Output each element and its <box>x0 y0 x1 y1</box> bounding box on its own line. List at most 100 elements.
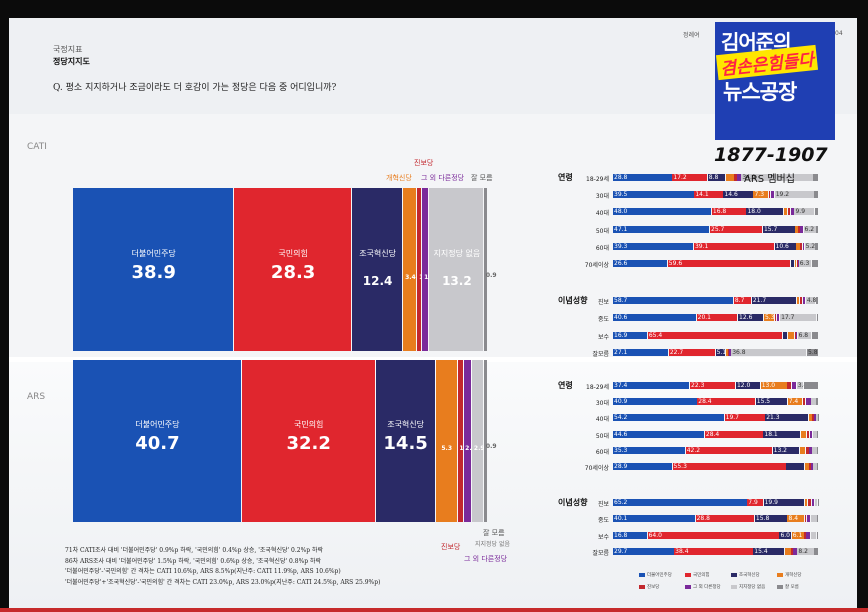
mini-segment-dontknow <box>816 531 819 539</box>
mini-segment-rebuilding <box>762 225 795 233</box>
mini-value: 15.8 <box>755 515 770 523</box>
mini-segment-none <box>780 314 816 322</box>
legend-swatch <box>777 572 783 577</box>
mini-segment-reform <box>763 314 775 322</box>
mini-segment-democratic <box>613 430 705 438</box>
segment-name-democratic: 더불어민주당 <box>131 248 176 258</box>
mini-value: 36.8 <box>732 348 746 356</box>
mini-segment-reform <box>760 382 787 389</box>
mini-value: 7.3 <box>754 191 765 199</box>
legend-swatch <box>639 584 645 589</box>
mini-segment-reform <box>783 208 788 216</box>
mini-segment-democratic <box>613 260 668 267</box>
mini-value: 12.6 <box>739 314 753 322</box>
mini-segment-reform <box>726 348 728 356</box>
bar-segment-progressive <box>457 360 463 522</box>
segment-value-other: 1.7 <box>422 274 436 281</box>
legend-swatch <box>685 572 691 577</box>
mini-value: 29.7 <box>614 547 628 555</box>
mini-value: 19.9 <box>764 499 778 507</box>
bar-segment-reform <box>403 188 417 351</box>
channel-logo: 김어준의 겸손은힘들다 뉴스공장 <box>715 22 835 140</box>
mini-value: 21.3 <box>766 414 780 422</box>
mini-segment-dontknow <box>816 225 819 233</box>
group-title: 이념성향 <box>558 296 588 306</box>
mini-value: 22.7 <box>669 348 684 356</box>
mini-value: 19.2 <box>775 191 790 199</box>
mini-segment-democratic <box>613 191 694 199</box>
mini-segment-dontknow <box>814 208 819 216</box>
row-label: 진보 <box>597 501 609 509</box>
mini-value: 55.3 <box>673 463 687 470</box>
bar-segment-other <box>422 188 429 351</box>
mini-value: 6.3 <box>799 260 810 267</box>
mini-segment-dontknow <box>816 314 819 322</box>
ars-member-text: ARS 멤버십 <box>744 174 795 185</box>
mini-segment-other <box>776 314 780 322</box>
mini-value: 39.1 <box>694 242 709 250</box>
bar-segment-none <box>429 188 484 351</box>
segment-value-reform: 3.4 <box>405 273 416 281</box>
mini-segment-progressive <box>791 547 793 555</box>
mini-segment-dontknow <box>813 174 819 181</box>
mini-value: 18.1 <box>764 430 778 438</box>
legend-swatch <box>639 572 645 577</box>
mini-segment-ppp <box>704 430 763 438</box>
mini-segment-ppp <box>647 331 782 339</box>
mini-segment-progressive <box>728 348 729 356</box>
mini-segment-dontknow <box>815 297 819 305</box>
row-label: 30대 <box>595 193 609 201</box>
bar-segment-rebuilding <box>351 188 403 351</box>
mini-segment-ppp <box>690 382 736 389</box>
mini-segment-ppp <box>724 414 765 422</box>
mini-segment-none <box>774 191 814 199</box>
note-line: '더불어민주당'-'국민의힘' 간 격차는 CATI 10.6%p, ARS 8… <box>65 568 341 575</box>
row-label: 18-29세 <box>586 384 609 391</box>
mini-segment-reform <box>787 331 795 339</box>
group-title: 연령 <box>558 381 573 390</box>
mini-segment-rebuilding <box>763 430 801 438</box>
mini-segment-rebuilding <box>774 242 796 250</box>
mini-segment-rebuilding <box>723 191 753 199</box>
row-label: 70세이상 <box>584 465 609 472</box>
mini-segment-progressive <box>800 242 802 250</box>
mini-segment-ppp <box>733 297 752 305</box>
mini-segment-none <box>804 242 815 250</box>
group-title: 연령 <box>558 173 573 182</box>
mini-segment-progressive <box>796 260 798 267</box>
mini-segment-progressive <box>787 208 791 216</box>
row-label: 60대 <box>595 448 609 456</box>
mini-value: 8.7 <box>734 297 745 305</box>
legend-label: 지지정당 없음 <box>739 585 766 590</box>
mini-segment-ppp <box>693 242 774 250</box>
mini-segment-reform <box>796 242 800 250</box>
callout-other: 그 외 다른정당 <box>421 174 465 182</box>
mini-segment-rebuilding <box>790 260 795 267</box>
bar-segment-democratic <box>73 360 241 522</box>
mini-value: 37.4 <box>614 382 628 389</box>
mini-segment-reform <box>787 515 805 523</box>
mini-value: 40.1 <box>614 515 628 523</box>
mini-segment-democratic <box>613 463 672 470</box>
segment-value-rebuilding: 12.4 <box>362 273 393 288</box>
mini-segment-none <box>797 331 811 339</box>
mini-value: 17.2 <box>673 174 687 181</box>
mini-segment-ppp <box>672 463 786 470</box>
mini-segment-none <box>813 430 817 438</box>
mini-value: 6.2 <box>804 225 815 233</box>
mini-segment-ppp <box>685 446 773 454</box>
mini-segment-progressive <box>774 314 777 322</box>
mini-segment-other <box>802 242 804 250</box>
segment-value-rebuilding: 14.5 <box>383 433 428 454</box>
ars-label: ARS <box>27 392 46 402</box>
mini-value: 10.6 <box>775 242 789 250</box>
segment-name-ppp: 국민의힘 <box>293 420 324 429</box>
note-line: 86차 ARS조사 대비 '더불어민주당' 1.5%p 하락, '국민의힘' 0… <box>65 557 322 565</box>
mini-value: 8.8 <box>708 174 719 181</box>
legend-item: 잘 모름 <box>777 584 799 590</box>
mini-value: 16.9 <box>614 331 628 339</box>
mini-value: 42.2 <box>686 446 701 454</box>
segment-name-ppp: 국민의힘 <box>278 248 308 258</box>
row-label: 잘모름 <box>592 549 609 557</box>
page-number: 04 <box>835 30 843 37</box>
